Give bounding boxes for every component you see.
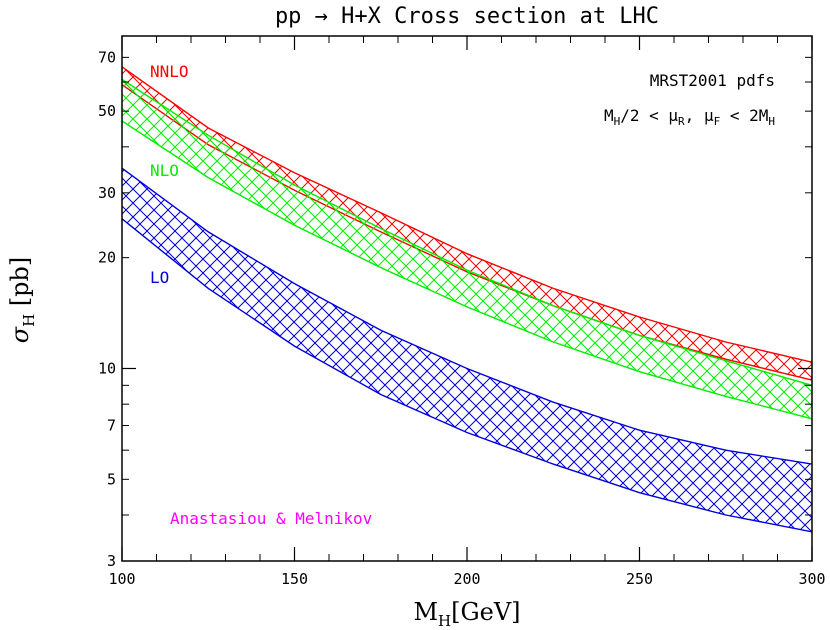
band-upper-lo: [122, 167, 812, 465]
band-upper-nlo: [122, 78, 812, 386]
scale-annotation: MH/2 < μR, μF < 2MH: [604, 106, 775, 128]
y-tick-label: 5: [107, 470, 116, 488]
y-axis-label: σH [pb]: [6, 257, 38, 344]
band-lower-nnlo: [122, 84, 812, 381]
y-tick-label: 30: [98, 184, 116, 202]
chart-title: pp → H+X Cross section at LHC: [275, 4, 659, 29]
series-label-nlo: NLO: [150, 161, 179, 180]
series-labels: NNLO NLO LO: [150, 62, 189, 287]
series-label-nnlo: NNLO: [150, 62, 189, 81]
y-tick-label: 70: [98, 48, 116, 66]
band-nlo: [122, 79, 812, 419]
y-tick-label: 50: [98, 102, 116, 120]
band-upper-nnlo: [122, 66, 812, 363]
band-nnlo: [122, 66, 812, 381]
authors-annotation: Anastasiou & Melnikov: [170, 509, 372, 528]
x-axis-label: MH[GeV]: [413, 598, 520, 630]
band-lo: [122, 168, 812, 532]
x-tick-label: 200: [453, 570, 480, 588]
band-lower-nlo: [122, 120, 812, 420]
series-label-lo: LO: [150, 268, 169, 287]
x-tick-label: 150: [281, 570, 308, 588]
bands-layer: [122, 66, 812, 533]
y-tick-label: 10: [98, 359, 116, 377]
x-tick-label: 100: [108, 570, 135, 588]
y-tick-label: 7: [107, 417, 116, 435]
x-tick-label: 250: [626, 570, 653, 588]
y-tick-label: 3: [107, 552, 116, 570]
x-tick-label: 300: [798, 570, 825, 588]
axis-ticks: 100 150 200 250 300 3 5 7 10 20 30 50 70: [98, 35, 826, 588]
band-lower-lo: [122, 218, 812, 533]
y-tick-label: 20: [98, 249, 116, 267]
pdfs-annotation: MRST2001 pdfs: [650, 71, 775, 90]
